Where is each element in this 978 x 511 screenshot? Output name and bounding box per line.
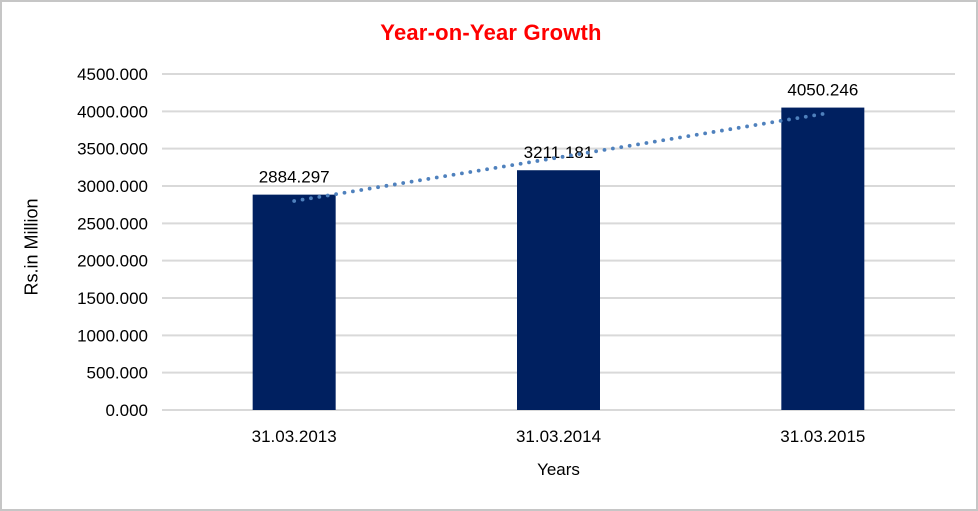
trendline-dot bbox=[325, 193, 330, 198]
trendline-dot bbox=[627, 143, 632, 148]
trendline-dot bbox=[619, 145, 624, 150]
trendline-dot bbox=[569, 153, 573, 158]
trendline-dot bbox=[812, 113, 817, 118]
trendline-dot bbox=[409, 179, 414, 184]
bar bbox=[781, 107, 865, 410]
trendline-dot bbox=[585, 150, 590, 155]
trendline-dot bbox=[652, 139, 657, 144]
trendline-dot bbox=[820, 112, 825, 116]
trendline-dot bbox=[636, 142, 640, 147]
trendline-dot bbox=[292, 199, 297, 203]
trendline-dot bbox=[594, 149, 599, 154]
trendline-dot bbox=[392, 182, 397, 187]
y-tick-label: 3000.000 bbox=[77, 177, 148, 196]
trendline-dot bbox=[451, 172, 456, 177]
trendline-dot bbox=[661, 138, 666, 143]
bar-value-label: 2884.297 bbox=[259, 168, 330, 187]
trendline-dot bbox=[510, 163, 515, 168]
trendline-dot bbox=[384, 183, 389, 188]
trendline-dot bbox=[367, 186, 372, 191]
trendline-dot bbox=[543, 157, 548, 162]
y-tick-label: 500.000 bbox=[87, 364, 148, 383]
chart-title: Year-on-Year Growth bbox=[380, 20, 602, 45]
trendline-dot bbox=[686, 134, 691, 139]
x-tick-label: 31.03.2014 bbox=[516, 427, 601, 446]
bar bbox=[517, 170, 600, 410]
x-axis-title: Years bbox=[537, 460, 580, 479]
trendline-dot bbox=[728, 127, 733, 132]
y-tick-label: 2000.000 bbox=[77, 252, 148, 271]
trendline-dot bbox=[694, 132, 699, 137]
trendline-dot bbox=[560, 154, 565, 159]
trendline-dot bbox=[468, 170, 473, 174]
trendline-dot bbox=[711, 130, 716, 134]
y-tick-label: 4500.000 bbox=[77, 65, 148, 84]
y-tick-label: 4000.000 bbox=[77, 102, 148, 121]
trendline-dot bbox=[720, 128, 724, 133]
trendline-dot bbox=[703, 131, 708, 136]
y-tick-label: 1500.000 bbox=[77, 289, 148, 308]
bar bbox=[252, 194, 336, 410]
trendline-dot bbox=[761, 121, 766, 126]
trendline-dot bbox=[602, 148, 607, 152]
trendline-dot bbox=[736, 125, 741, 130]
trendline-dot bbox=[610, 146, 615, 151]
trendline-dot bbox=[350, 189, 355, 194]
y-tick-label: 1000.000 bbox=[77, 326, 148, 345]
trendline-dot bbox=[300, 197, 305, 202]
trendline-dot bbox=[426, 177, 431, 181]
trendline-dot bbox=[535, 159, 540, 163]
bar-value-label: 3211.181 bbox=[524, 143, 594, 162]
y-tick-label: 2500.000 bbox=[77, 214, 148, 233]
y-tick-label: 0.000 bbox=[105, 401, 148, 420]
trendline-dot bbox=[376, 185, 380, 190]
trendline-dot bbox=[493, 165, 498, 170]
trendline-dot bbox=[443, 174, 448, 179]
trendline-dot bbox=[434, 175, 439, 180]
trendline-dot bbox=[317, 194, 322, 199]
y-tick-label: 3500.000 bbox=[77, 140, 148, 159]
trendline-dot bbox=[460, 171, 464, 176]
trendline-dot bbox=[778, 119, 783, 123]
trendline-dot bbox=[577, 152, 582, 156]
trendline-dot bbox=[795, 116, 800, 121]
trendline-dot bbox=[644, 141, 649, 145]
trendline-dot bbox=[342, 190, 347, 195]
trendline-dot bbox=[334, 192, 339, 197]
trendline-dot bbox=[770, 120, 775, 125]
trendline-dot bbox=[669, 136, 674, 141]
trendline-dot bbox=[501, 164, 506, 169]
trendline-dot bbox=[803, 114, 808, 119]
trendline-dot bbox=[753, 123, 758, 127]
x-tick-label: 31.03.2013 bbox=[252, 427, 337, 446]
trendline-dot bbox=[552, 156, 557, 161]
trendline-dot bbox=[518, 161, 523, 166]
trendline-dot bbox=[359, 188, 364, 192]
trendline-dot bbox=[309, 196, 313, 201]
trendline-dot bbox=[527, 160, 531, 165]
trendline-dot bbox=[678, 135, 682, 140]
trendline-dot bbox=[401, 181, 406, 185]
trendline-dot bbox=[745, 124, 749, 129]
trendline-dot bbox=[476, 168, 481, 173]
trendline-dot bbox=[787, 117, 791, 122]
bar-value-label: 4050.246 bbox=[787, 81, 858, 100]
trendline-dot bbox=[418, 178, 422, 183]
x-tick-label: 31.03.2015 bbox=[780, 427, 865, 446]
trendline-dot bbox=[485, 167, 489, 172]
